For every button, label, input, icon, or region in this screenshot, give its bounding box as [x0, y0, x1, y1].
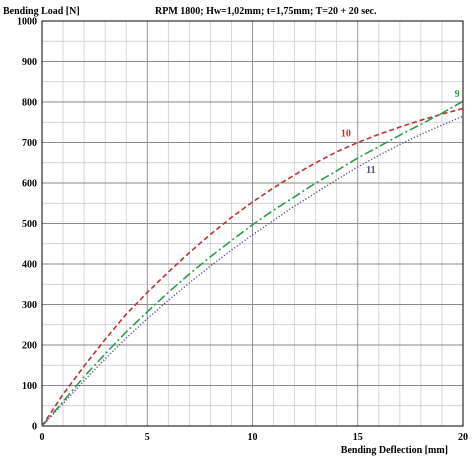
y-tick-label: 100	[22, 381, 37, 392]
x-axis-title: Bending Deflection [mm]	[341, 445, 448, 456]
series-line-11	[41, 115, 464, 427]
series-line-10	[41, 107, 464, 427]
series-labels: 10 9 11	[341, 89, 460, 176]
x-tick-label: 10	[248, 432, 258, 443]
y-tick-label: 1000	[17, 17, 37, 28]
x-tick-label: 20	[458, 432, 468, 443]
y-tick-label: 900	[22, 57, 37, 68]
y-tick-label: 700	[22, 138, 37, 149]
chart-title: RPM 1800; Hw=1,02mm; t=1,75mm; T=20 + 20…	[155, 6, 377, 17]
plot-frame	[41, 20, 464, 427]
y-axis-title: Bending Load [N]	[3, 6, 80, 17]
y-tick-label: 0	[32, 422, 37, 433]
major-grid	[42, 21, 463, 426]
y-tick-label: 500	[22, 219, 37, 230]
y-tick-label: 400	[22, 260, 37, 271]
series-label-10: 10	[341, 128, 351, 139]
series-layer	[41, 100, 464, 427]
x-tick-label: 5	[145, 432, 150, 443]
x-tick-label: 0	[40, 432, 45, 443]
series-label-9: 9	[455, 89, 460, 100]
series-line-9	[41, 100, 464, 427]
y-tick-label: 300	[22, 300, 37, 311]
y-tick-label: 800	[22, 98, 37, 109]
series-label-11: 11	[366, 165, 375, 176]
x-tick-label: 15	[353, 432, 363, 443]
y-tick-label: 600	[22, 179, 37, 190]
y-tick-label: 200	[22, 341, 37, 352]
